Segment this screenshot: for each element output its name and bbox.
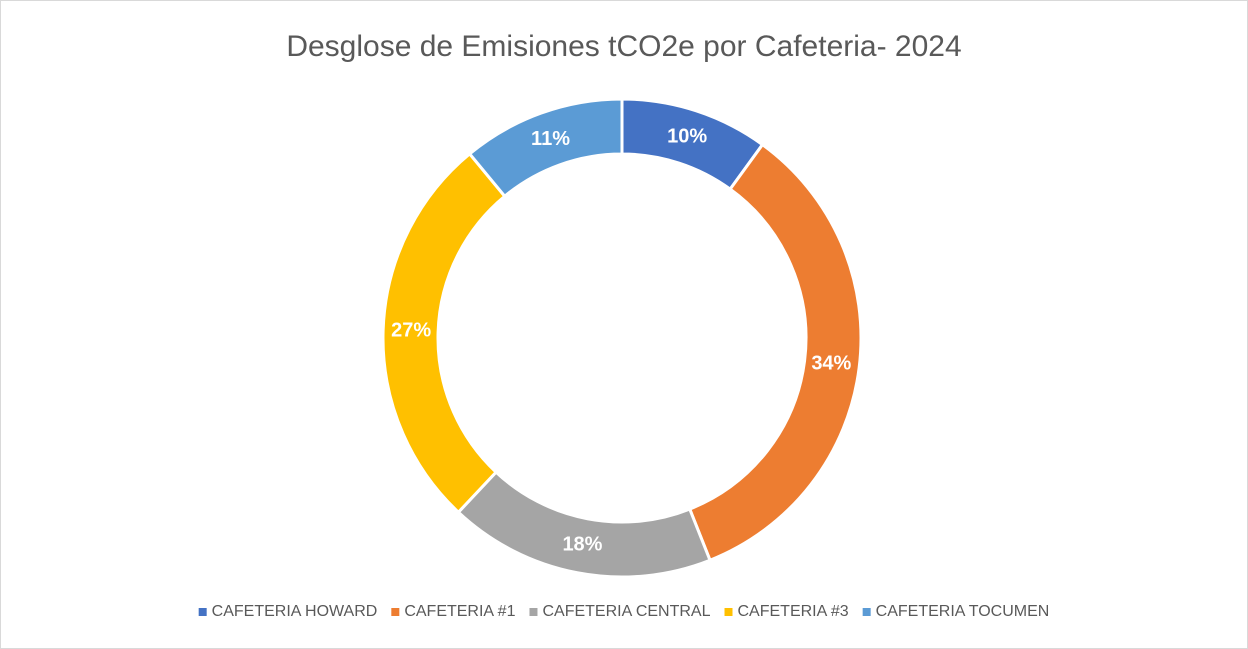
data-label: 11% bbox=[531, 128, 570, 150]
legend-label: CAFETERIA TOCUMEN bbox=[876, 603, 1050, 620]
legend-swatch bbox=[724, 608, 733, 616]
legend-label: CAFETERIA #1 bbox=[404, 603, 515, 620]
legend-swatch bbox=[198, 608, 207, 616]
doughnut-slice bbox=[467, 97, 624, 199]
data-label: 18% bbox=[562, 534, 602, 556]
doughnut-slice bbox=[687, 142, 863, 563]
data-label: 34% bbox=[811, 353, 851, 375]
legend-label: CAFETERIA CENTRAL bbox=[542, 603, 710, 620]
data-label: 27% bbox=[391, 320, 431, 342]
data-label: 10% bbox=[667, 126, 707, 148]
chart-title: Desglose de Emisiones tCO2e por Cafeteri… bbox=[286, 30, 961, 63]
legend-swatch bbox=[529, 608, 538, 616]
legend-label: CAFETERIA #3 bbox=[738, 603, 849, 620]
legend-swatch bbox=[391, 608, 400, 616]
legend-swatch bbox=[862, 608, 871, 616]
legend-label: CAFETERIA HOWARD bbox=[212, 603, 378, 620]
